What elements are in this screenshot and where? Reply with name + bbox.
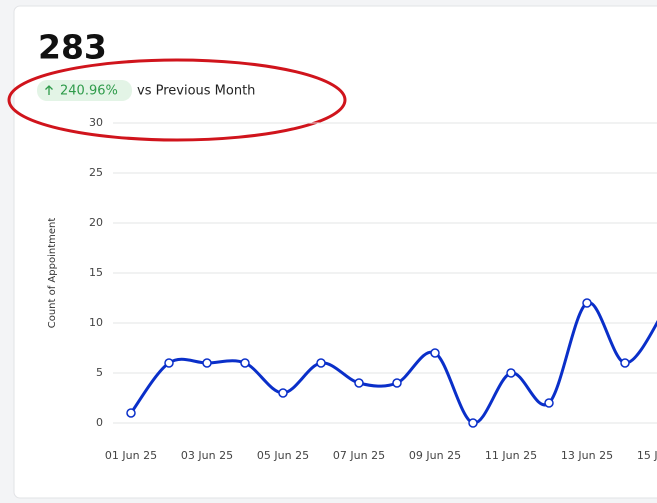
point (506, 368, 516, 378)
point (582, 298, 592, 308)
y-tick-label: 25 (89, 166, 103, 179)
y-tick-label: 0 (96, 416, 103, 429)
point (354, 378, 364, 388)
y-tick-label: 5 (96, 366, 103, 379)
comparison-label: vs Previous Month (137, 84, 255, 99)
point (202, 358, 212, 368)
change-badge (37, 80, 132, 101)
y-tick-label: 15 (89, 266, 103, 279)
annotation-ellipse (7, 58, 347, 142)
point (240, 358, 250, 368)
point (316, 358, 326, 368)
point (392, 378, 402, 388)
point (544, 398, 554, 408)
x-tick-label: 05 Jun 25 (257, 449, 309, 462)
plot-area: 0 5 10 15 20 25 30 01 Jun 25 03 Jun 25 05 Jun 25 0… (89, 116, 657, 462)
point (468, 418, 478, 428)
point (278, 388, 288, 398)
change-percent: 240.96% (60, 84, 118, 99)
x-tick-label: 03 Jun 25 (181, 449, 233, 462)
kpi-value: 283 (38, 28, 107, 67)
x-tick-label: 01 Jun 25 (105, 449, 157, 462)
x-tick-label: 15 Jun 25 (637, 449, 657, 462)
point (620, 358, 630, 368)
up-arrow-icon (45, 85, 53, 95)
point (430, 348, 440, 358)
x-tick-label: 13 Jun 25 (561, 449, 613, 462)
line (129, 301, 657, 425)
y-tick-label: 10 (89, 316, 103, 329)
y-axis-label: Count of Appointment (47, 218, 58, 329)
point (164, 358, 174, 368)
y-tick-label: 30 (89, 116, 103, 129)
x-tick-label: 07 Jun 25 (333, 449, 385, 462)
x-tick-label: 09 Jun 25 (409, 449, 461, 462)
point (126, 408, 136, 418)
card-background (13, 5, 657, 499)
y-tick-label: 20 (89, 216, 103, 229)
x-tick-label: 11 Jun 25 (485, 449, 537, 462)
